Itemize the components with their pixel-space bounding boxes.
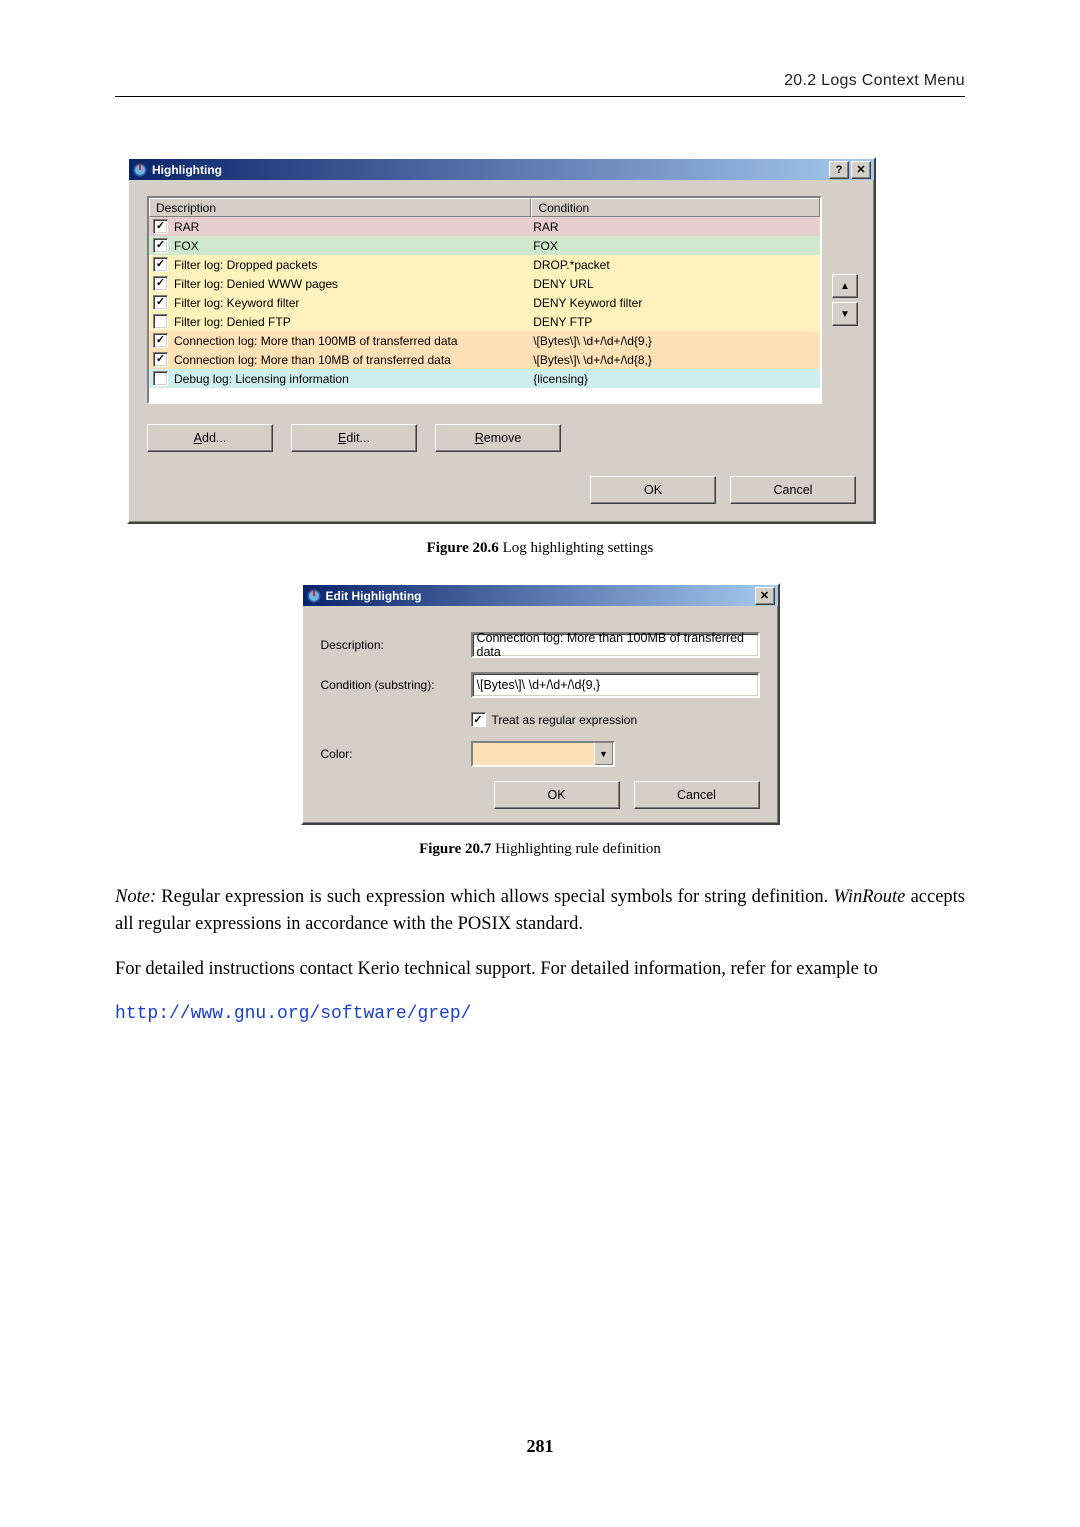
row-condition: {licensing}	[533, 372, 820, 386]
close-icon[interactable]: ✕	[851, 161, 871, 179]
move-up-button[interactable]: ▲	[832, 274, 858, 298]
color-combo[interactable]: ▼	[471, 741, 615, 767]
row-condition: DROP.*packet	[533, 258, 820, 272]
edit-title: Edit Highlighting	[326, 589, 753, 603]
row-checkbox[interactable]: ✓	[153, 333, 168, 348]
row-description: Filter log: Dropped packets	[174, 258, 317, 272]
row-checkbox[interactable]: ✓	[153, 295, 168, 310]
help-icon[interactable]: ?	[829, 161, 849, 179]
row-condition: DENY URL	[533, 277, 820, 291]
add-button[interactable]: Add...	[147, 424, 273, 452]
highlighting-dialog: Highlighting ? ✕ Description Condition ✓…	[127, 157, 876, 524]
row-description: RAR	[174, 220, 199, 234]
label-color: Color:	[321, 747, 471, 761]
table-row[interactable]: ✓ Filter log: Keyword filter DENY Keyword …	[149, 293, 820, 312]
row-condition: \[Bytes\]\ \d+/\d+/\d{9,}	[533, 334, 820, 348]
close-icon[interactable]: ✕	[755, 587, 775, 605]
table-row[interactable]: ✓ RAR RAR	[149, 217, 820, 236]
table-row[interactable]: ✓ FOX FOX	[149, 236, 820, 255]
note-paragraph: Note: Regular expression is such express…	[115, 884, 965, 938]
rules-listview[interactable]: Description Condition ✓ RAR RAR ✓ FOX FOX ✓ Fil…	[147, 196, 822, 404]
ok-button[interactable]: OK	[590, 476, 716, 504]
label-description: Description:	[321, 638, 471, 652]
row-condition: FOX	[533, 239, 820, 253]
row-description: Filter log: Denied WWW pages	[174, 277, 338, 291]
highlighting-titlebar[interactable]: Highlighting ? ✕	[129, 159, 874, 180]
cancel-button[interactable]: Cancel	[730, 476, 856, 504]
table-row[interactable]: ✓ Connection log: More than 100MB of tran…	[149, 331, 820, 350]
app-icon	[132, 162, 148, 178]
table-row[interactable]: ✓ Connection log: More than 10MB of trans…	[149, 350, 820, 369]
column-condition[interactable]: Condition	[531, 198, 820, 217]
page-number: 281	[0, 1436, 1080, 1457]
row-condition: RAR	[533, 220, 820, 234]
row-description: Filter log: Keyword filter	[174, 296, 299, 310]
row-checkbox[interactable]	[153, 314, 168, 329]
label-condition: Condition (substring):	[321, 678, 471, 692]
table-row[interactable]: ✓ Filter log: Dropped packets DROP.*packet	[149, 255, 820, 274]
edit-highlighting-dialog: Edit Highlighting ✕ Description: Connect…	[301, 583, 780, 825]
table-row[interactable]: Filter log: Denied FTP DENY FTP	[149, 312, 820, 331]
listview-header: Description Condition	[149, 198, 820, 217]
ok-button[interactable]: OK	[494, 781, 620, 809]
table-row[interactable]: Debug log: Licensing information {licensi…	[149, 369, 820, 388]
figure-caption-206: Figure 20.6 Log highlighting settings	[115, 540, 965, 557]
figure-caption-207: Figure 20.7 Highlighting rule definition	[115, 841, 965, 858]
condition-input[interactable]: \[Bytes\]\ \d+/\d+/\d{9,}	[471, 672, 760, 698]
row-description: Debug log: Licensing information	[174, 372, 349, 386]
row-checkbox[interactable]: ✓	[153, 276, 168, 291]
label-regex: Treat as regular expression	[492, 713, 638, 727]
regex-checkbox[interactable]: ✓ Treat as regular expression	[471, 712, 638, 727]
grep-link[interactable]: http://www.gnu.org/software/grep/	[115, 1000, 965, 1027]
highlighting-title: Highlighting	[152, 163, 827, 177]
running-header: 20.2 Logs Context Menu	[115, 72, 965, 90]
row-checkbox[interactable]: ✓	[153, 219, 168, 234]
edit-button[interactable]: Edit...	[291, 424, 417, 452]
body-paragraph: For detailed instructions contact Kerio …	[115, 956, 965, 983]
move-down-button[interactable]: ▼	[832, 302, 858, 326]
cancel-button[interactable]: Cancel	[634, 781, 760, 809]
row-condition: DENY Keyword filter	[533, 296, 820, 310]
row-description: Connection log: More than 100MB of trans…	[174, 334, 458, 348]
row-checkbox[interactable]: ✓	[153, 352, 168, 367]
description-input[interactable]: Connection log: More than 100MB of trans…	[471, 632, 760, 658]
chevron-down-icon[interactable]: ▼	[594, 743, 613, 765]
edit-titlebar[interactable]: Edit Highlighting ✕	[303, 585, 778, 606]
column-description[interactable]: Description	[149, 198, 531, 217]
header-rule	[115, 96, 965, 97]
row-checkbox[interactable]: ✓	[153, 238, 168, 253]
row-condition: \[Bytes\]\ \d+/\d+/\d{8,}	[533, 353, 820, 367]
remove-button[interactable]: Remove	[435, 424, 561, 452]
table-row[interactable]: ✓ Filter log: Denied WWW pages DENY URL	[149, 274, 820, 293]
row-description: Filter log: Denied FTP	[174, 315, 291, 329]
row-description: FOX	[174, 239, 199, 253]
row-checkbox[interactable]	[153, 371, 168, 386]
app-icon	[306, 588, 322, 604]
row-checkbox[interactable]: ✓	[153, 257, 168, 272]
row-description: Connection log: More than 10MB of transf…	[174, 353, 451, 367]
row-condition: DENY FTP	[533, 315, 820, 329]
